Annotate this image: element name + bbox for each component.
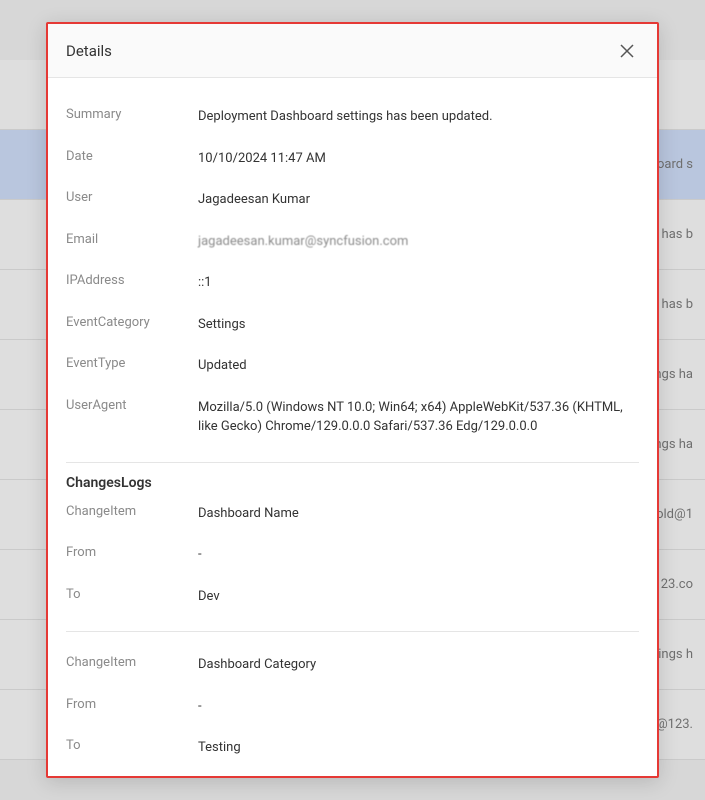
field-label: To (66, 587, 198, 602)
divider (66, 462, 639, 463)
field-value: Updated (198, 356, 639, 376)
field-value: Dashboard Category (198, 655, 639, 675)
modal-header: Details (48, 24, 657, 78)
close-icon (620, 44, 634, 58)
field-label: From (66, 545, 198, 560)
field-useragent: UserAgent Mozilla/5.0 (Windows NT 10.0; … (66, 387, 639, 448)
field-eventtype: EventType Updated (66, 345, 639, 387)
change-field: ToTesting (66, 727, 639, 769)
field-value: - (198, 697, 639, 717)
field-ipaddress: IPAddress ::1 (66, 262, 639, 304)
change-field: From- (66, 686, 639, 728)
field-label: From (66, 697, 198, 712)
field-label: ChangeItem (66, 655, 198, 670)
field-summary: Summary Deployment Dashboard settings ha… (66, 96, 639, 138)
field-label: Date (66, 149, 198, 164)
field-value: 10/10/2024 11:47 AM (198, 149, 639, 169)
field-label: User (66, 190, 198, 205)
field-label: IPAddress (66, 273, 198, 288)
changeslogs-title: ChangesLogs (66, 475, 639, 491)
field-value: Dev (198, 587, 639, 607)
field-value: Mozilla/5.0 (Windows NT 10.0; Win64; x64… (198, 398, 639, 437)
close-button[interactable] (615, 39, 639, 63)
change-field: ToDev (66, 576, 639, 618)
divider (66, 631, 639, 632)
field-value: Settings (198, 315, 639, 335)
field-email: Email jagadeesan.kumar@syncfusion.com (66, 221, 639, 263)
field-value: Testing (198, 738, 639, 758)
field-user: User Jagadeesan Kumar (66, 179, 639, 221)
modal-title: Details (66, 42, 112, 60)
field-label: Email (66, 232, 198, 247)
field-value: Dashboard Name (198, 504, 639, 524)
details-modal: Details Summary Deployment Dashboard set… (46, 22, 659, 778)
modal-body[interactable]: Summary Deployment Dashboard settings ha… (48, 78, 657, 776)
field-eventcategory: EventCategory Settings (66, 304, 639, 346)
field-value: Jagadeesan Kumar (198, 190, 639, 210)
change-field: ChangeItemDashboard Name (66, 493, 639, 535)
field-label: Summary (66, 107, 198, 122)
field-label: EventCategory (66, 315, 198, 330)
change-field: From- (66, 534, 639, 576)
field-label: UserAgent (66, 398, 198, 413)
field-label: EventType (66, 356, 198, 371)
field-value: Deployment Dashboard settings has been u… (198, 107, 639, 127)
field-value: ::1 (198, 273, 639, 293)
field-value: - (198, 545, 639, 565)
field-label: ChangeItem (66, 504, 198, 519)
change-field: ChangeItemDashboard Category (66, 644, 639, 686)
field-date: Date 10/10/2024 11:47 AM (66, 138, 639, 180)
field-value: jagadeesan.kumar@syncfusion.com (198, 232, 639, 252)
field-label: To (66, 738, 198, 753)
